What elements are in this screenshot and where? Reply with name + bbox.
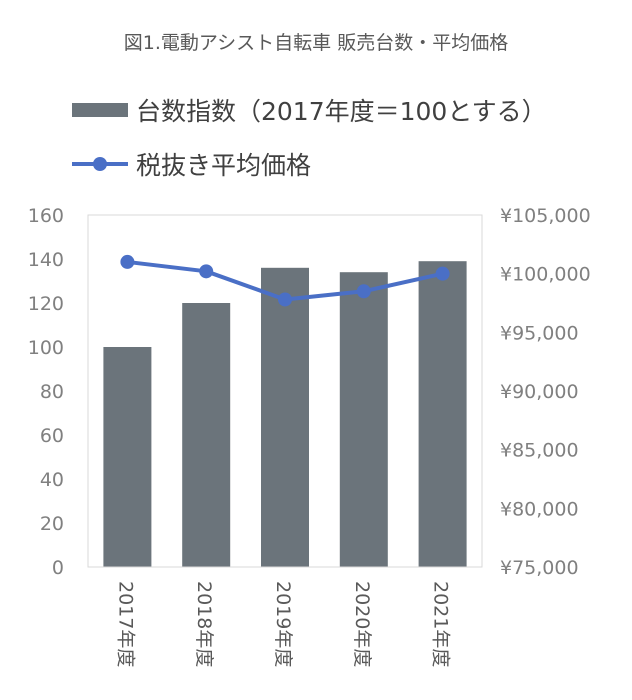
bar	[182, 303, 231, 567]
legend-item-bar: 台数指数（2017年度＝100とする）	[72, 92, 547, 128]
left-axis-tick-label: 120	[28, 293, 64, 315]
left-axis-tick-label: 100	[28, 337, 64, 359]
legend-line-swatch	[72, 153, 128, 175]
right-axis-tick-label: ¥90,000	[500, 381, 579, 403]
x-axis-tick-label: 2020年度	[351, 581, 373, 667]
bar	[339, 272, 388, 567]
bar	[418, 261, 467, 567]
x-axis-tick-label: 2019年度	[272, 581, 294, 667]
line-point	[356, 284, 371, 299]
left-axis-tick-label: 80	[40, 381, 64, 403]
x-axis-tick-label: 2018年度	[193, 581, 215, 667]
line-point	[435, 266, 450, 281]
right-axis-tick-label: ¥100,000	[500, 264, 591, 286]
legend-item-line: 税抜き平均価格	[72, 146, 311, 182]
bar	[103, 347, 152, 567]
left-axis-tick-label: 140	[28, 249, 64, 271]
legend-bar-swatch	[72, 103, 128, 117]
left-axis-tick-label: 160	[28, 205, 64, 227]
line-point	[120, 254, 135, 269]
left-axis-tick-label: 60	[40, 425, 64, 447]
right-axis-tick-label: ¥105,000	[500, 205, 591, 227]
line-point	[199, 264, 214, 279]
right-axis-tick-label: ¥75,000	[500, 557, 579, 579]
left-axis-tick-label: 20	[40, 513, 64, 535]
bar	[261, 267, 309, 567]
chart-title: 図1.電動アシスト自転車 販売台数・平均価格	[123, 32, 509, 54]
legend-line-label: 税抜き平均価格	[136, 151, 312, 180]
left-axis-tick-label: 40	[40, 469, 64, 491]
x-axis-tick-label: 2021年度	[430, 581, 452, 667]
line-point	[278, 292, 292, 307]
x-axis-tick-label: 2017年度	[114, 581, 136, 667]
right-axis-tick-label: ¥95,000	[500, 322, 579, 344]
right-axis-tick-label: ¥85,000	[500, 440, 579, 462]
right-axis-tick-label: ¥80,000	[500, 498, 579, 520]
left-axis-tick-label: 0	[52, 557, 64, 579]
legend-bar-label: 台数指数（2017年度＝100とする）	[136, 97, 547, 126]
